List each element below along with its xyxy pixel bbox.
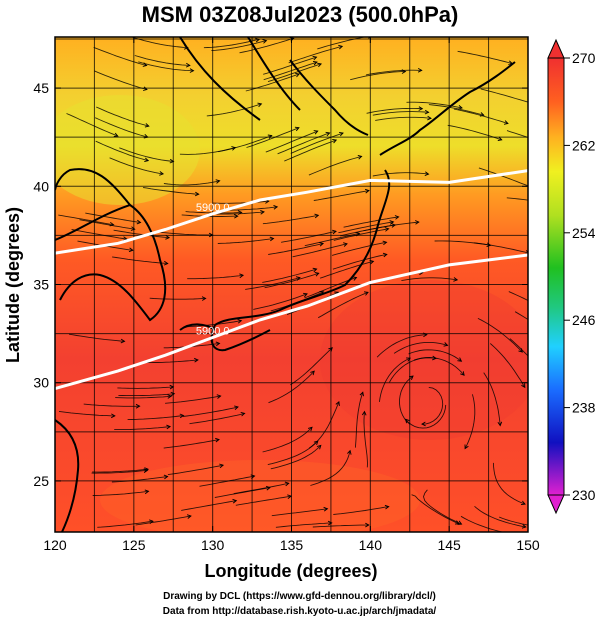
- y-axis: 25 30 35 40 45: [33, 80, 528, 489]
- credit-drawing: Drawing by DCL (https://www.gfd-dennou.o…: [163, 591, 436, 602]
- x-tick-label: 145: [437, 537, 461, 553]
- y-tick-label: 30: [33, 375, 49, 391]
- x-axis-label: Longitude (degrees): [204, 561, 377, 581]
- contour-line-2: [55, 253, 528, 391]
- colorbar-tick-label: 246: [572, 312, 596, 328]
- x-tick-label: 120: [43, 537, 67, 553]
- x-tick-label: 140: [359, 537, 383, 553]
- y-tick-label: 25: [33, 473, 49, 489]
- y-tick-label: 35: [33, 277, 49, 293]
- contour-label-2: 5900.0: [196, 326, 230, 338]
- contour-line-1: [55, 169, 528, 255]
- colorbar-tick-label: 270: [572, 50, 596, 66]
- contour-label-1: 5900.0: [196, 202, 230, 214]
- x-tick-label: 135: [280, 537, 304, 553]
- colorbar-tick-label: 262: [572, 137, 596, 153]
- y-tick-label: 45: [33, 80, 49, 96]
- x-axis: 120 125 130 135 140 145 150: [43, 37, 540, 553]
- contour-lines: 5900.0 5900.0: [55, 169, 528, 391]
- x-tick-label: 125: [122, 537, 146, 553]
- colorbar-tick-label: 230: [572, 487, 596, 503]
- colorbar-tick-label: 254: [572, 225, 596, 241]
- y-tick-label: 40: [33, 178, 49, 194]
- colorbar: 270 262 254 246 238 230: [547, 38, 596, 515]
- colorbar-tick-label: 238: [572, 400, 596, 416]
- chart-title: MSM 03Z08Jul2023 (500.0hPa): [142, 2, 459, 27]
- credit-data: Data from http://database.rish.kyoto-u.a…: [162, 606, 437, 617]
- grid: [55, 37, 528, 532]
- y-axis-label: Latitude (degrees): [3, 207, 23, 363]
- x-tick-label: 150: [516, 537, 540, 553]
- x-tick-label: 130: [201, 537, 225, 553]
